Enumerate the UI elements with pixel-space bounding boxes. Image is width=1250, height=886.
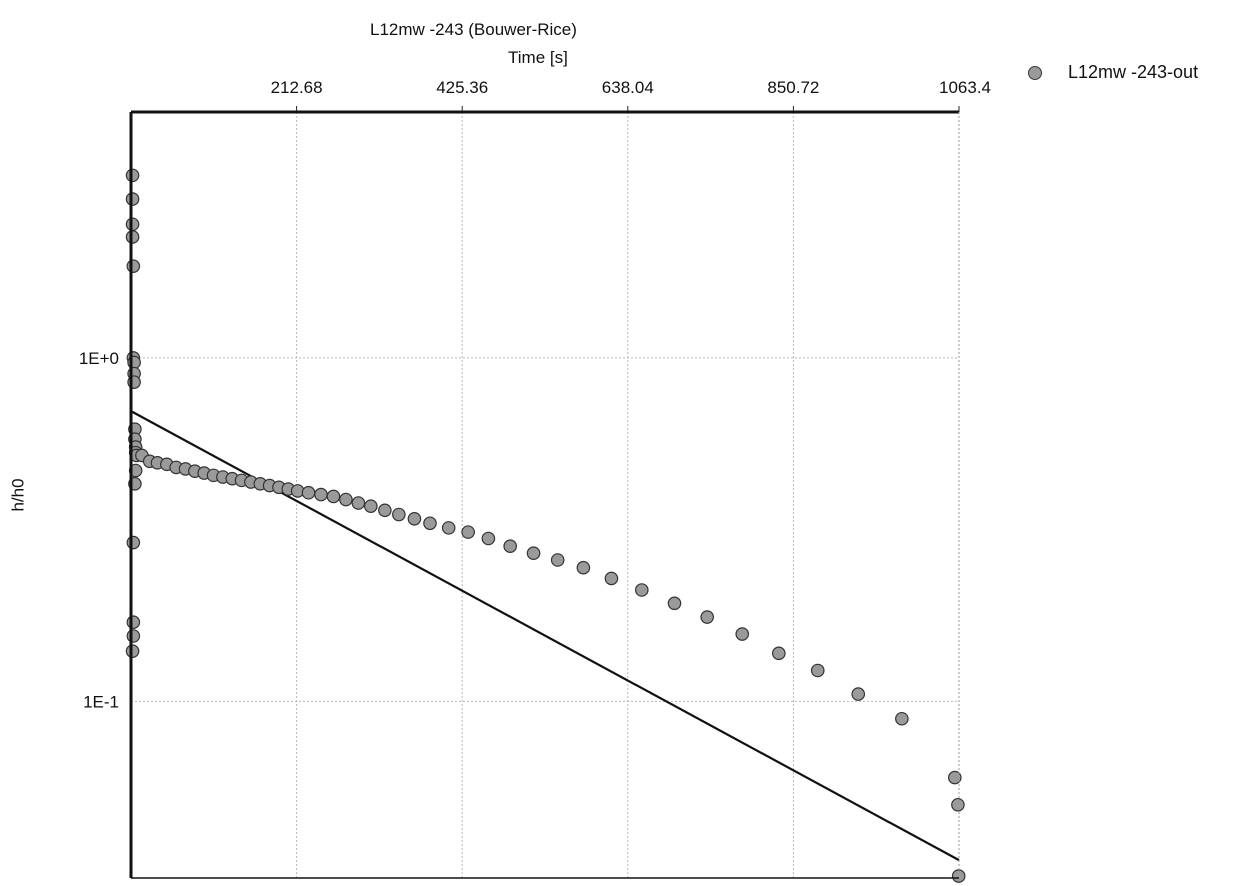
data-point	[810, 663, 825, 678]
data-point	[407, 512, 422, 526]
data-point	[378, 503, 392, 518]
data-point	[125, 168, 140, 183]
data-point	[392, 507, 406, 522]
data-point	[125, 644, 140, 658]
data-point	[604, 571, 619, 586]
axes-frame	[129, 110, 960, 879]
data-point	[895, 711, 909, 726]
data-point	[951, 797, 965, 812]
data-point	[126, 259, 141, 273]
data-point	[550, 553, 565, 567]
data-point	[125, 192, 140, 206]
data-point	[526, 546, 541, 561]
x-tick-label: 850.72	[767, 78, 819, 97]
x-tick-label: 212.68	[271, 78, 323, 97]
tick-labels: 212.68 425.36 638.04 850.72 1063.4 1E+0 1E-1	[79, 78, 991, 711]
grid	[131, 112, 959, 878]
data-point	[364, 499, 378, 514]
data-point	[851, 687, 866, 701]
data-point	[461, 525, 475, 539]
data-point	[125, 217, 140, 232]
data-point	[339, 492, 353, 507]
data-point	[351, 496, 366, 510]
data-point	[634, 583, 649, 597]
data-point	[947, 770, 962, 785]
data-points	[125, 168, 966, 883]
x-axis-label: Time [s]	[508, 48, 568, 67]
data-point	[128, 463, 143, 478]
data-point	[503, 539, 517, 554]
data-point	[125, 230, 140, 244]
data-point	[481, 531, 496, 546]
data-point	[576, 560, 591, 575]
data-point	[772, 646, 786, 661]
data-point	[667, 596, 682, 611]
data-point	[700, 610, 714, 624]
legend-label: L12mw -243-out	[1068, 62, 1199, 82]
legend: L12mw -243-out	[1028, 62, 1198, 83]
data-point	[126, 535, 141, 550]
data-point	[290, 484, 305, 498]
data-point	[126, 629, 141, 643]
legend-marker-icon	[1028, 65, 1042, 80]
data-point	[126, 615, 141, 630]
data-point	[441, 521, 456, 535]
x-tick-label: 1063.4	[939, 78, 991, 97]
data-point	[326, 489, 341, 504]
x-tick-label: 638.04	[602, 78, 654, 97]
data-point	[735, 627, 750, 641]
x-tick-label: 425.36	[436, 78, 488, 97]
data-point	[301, 485, 316, 500]
y-tick-label: 1E+0	[79, 349, 119, 368]
chart-title: L12mw -243 (Bouwer-Rice)	[370, 20, 577, 39]
data-point	[314, 487, 328, 502]
y-tick-label: 1E-1	[83, 692, 119, 711]
data-point	[423, 516, 437, 531]
